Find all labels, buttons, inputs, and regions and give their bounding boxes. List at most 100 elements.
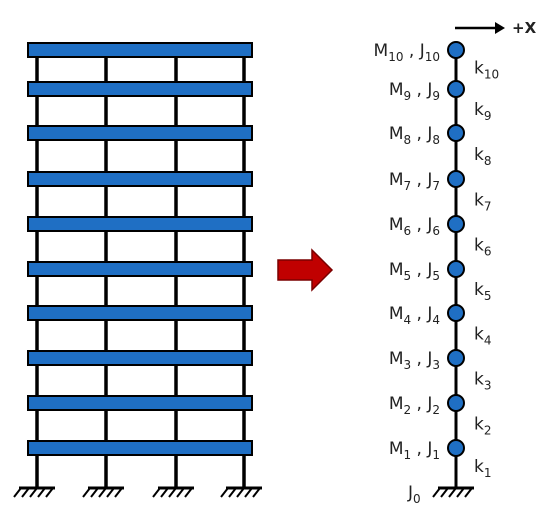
spring-label: k7 (474, 191, 492, 214)
node-label: M5 , J5 (389, 260, 440, 283)
subscript: 10 (425, 50, 440, 64)
hatch (228, 487, 237, 498)
label-part: M (389, 215, 404, 235)
hatch (29, 487, 38, 498)
label-part: M (389, 124, 404, 144)
hatch (160, 487, 169, 498)
subscript: 9 (484, 109, 492, 123)
node (447, 394, 465, 412)
hatch (82, 487, 91, 498)
label-part: M (389, 349, 404, 369)
label-part: J (419, 41, 425, 61)
node (447, 439, 465, 457)
label-part: M (389, 394, 404, 414)
label-part: M (389, 304, 404, 324)
subscript: 2 (484, 424, 492, 438)
label-part: , (411, 394, 427, 414)
transform-arrow (277, 248, 334, 292)
floor-slab (27, 395, 253, 411)
label-part: J (426, 215, 432, 235)
floor-slab (27, 42, 253, 58)
node (447, 260, 465, 278)
label-part: J (407, 483, 413, 503)
node-label: M3 , J3 (389, 349, 440, 372)
node (447, 170, 465, 188)
spring-label: k4 (474, 325, 492, 348)
floor-slab (27, 261, 253, 277)
subscript: 5 (484, 289, 492, 303)
subscript: 2 (432, 403, 440, 417)
floor-slab (27, 305, 253, 321)
label-part: M (389, 260, 404, 280)
subscript: 6 (484, 245, 492, 259)
label-part: J (426, 170, 432, 190)
label-part: k (474, 457, 484, 477)
label-part: J (426, 394, 432, 414)
floor-slab (27, 350, 253, 366)
node-label: M6 , J6 (389, 215, 440, 238)
subscript: 4 (403, 313, 411, 327)
subscript: 8 (432, 133, 440, 147)
label-part: M (374, 41, 389, 61)
hatch (244, 487, 253, 498)
spring-label: k6 (474, 236, 492, 259)
hatch (252, 487, 261, 498)
hatch (13, 487, 22, 498)
floor-slab (27, 125, 253, 141)
floor-slab (27, 81, 253, 97)
label-part: , (411, 304, 427, 324)
hatch (21, 487, 30, 498)
label-part: k (474, 415, 484, 435)
label-part: J (426, 349, 432, 369)
label-part: J (426, 80, 432, 100)
hatch (184, 487, 193, 498)
subscript: 1 (484, 466, 492, 480)
subscript: 6 (403, 224, 411, 238)
hatch (236, 487, 245, 498)
hatch (98, 487, 107, 498)
floor-slab (27, 171, 253, 187)
hatch (440, 487, 449, 498)
label-part: , (411, 215, 427, 235)
floor-slab (27, 440, 253, 456)
node-label: M8 , J8 (389, 124, 440, 147)
label-part: J (426, 439, 432, 459)
subscript: 4 (432, 313, 440, 327)
label-part: k (474, 280, 484, 300)
hatch (106, 487, 115, 498)
node (447, 349, 465, 367)
subscript: 8 (484, 154, 492, 168)
label-part: k (474, 145, 484, 165)
spring-label: k10 (474, 59, 499, 82)
hatch (220, 487, 229, 498)
axis-label: +X (512, 19, 537, 37)
hatch (152, 487, 161, 498)
hatch (456, 487, 465, 498)
subscript: 7 (403, 179, 411, 193)
subscript: 2 (403, 403, 411, 417)
subscript: 9 (432, 89, 440, 103)
node-label: M1 , J1 (389, 439, 440, 462)
subscript: 7 (432, 179, 440, 193)
x-arrow-head (495, 22, 505, 34)
spring-label: k8 (474, 145, 492, 168)
label-part: M (389, 170, 404, 190)
label-part: , (411, 80, 427, 100)
node (447, 80, 465, 98)
subscript: 10 (484, 68, 499, 82)
node (447, 41, 465, 59)
node-label: M4 , J4 (389, 304, 440, 327)
label-part: M (389, 80, 404, 100)
hatch (37, 487, 46, 498)
hatch (114, 487, 123, 498)
label-part: k (474, 59, 484, 79)
subscript: 8 (403, 133, 411, 147)
subscript: 3 (403, 358, 411, 372)
subscript: 0 (413, 492, 421, 506)
spring-label: k5 (474, 280, 492, 303)
label-part: , (411, 124, 427, 144)
hatch (464, 487, 473, 498)
label-part: k (474, 325, 484, 345)
